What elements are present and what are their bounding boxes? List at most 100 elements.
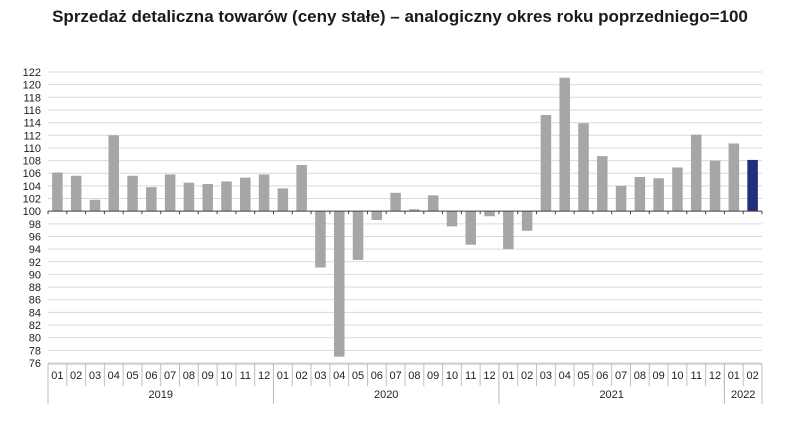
bar [164, 174, 176, 212]
y-tick-label: 122 [23, 67, 41, 79]
gridlines [48, 71, 762, 364]
y-tick-label: 90 [29, 269, 41, 281]
y-tick-label: 76 [29, 358, 41, 370]
x-tick-label: 08 [634, 370, 646, 382]
y-tick-label: 92 [29, 257, 41, 269]
bar [503, 211, 514, 250]
x-tick-label: 09 [653, 370, 665, 382]
x-tick-label: 04 [108, 370, 120, 382]
y-tick-label: 82 [29, 320, 41, 332]
y-tick-label: 96 [29, 231, 41, 243]
x-tick-label: 08 [183, 370, 195, 382]
x-tick-label: 10 [671, 370, 683, 382]
x-tick-label: 01 [277, 370, 289, 382]
x-tick-label: 02 [521, 370, 533, 382]
x-tick-label: 08 [408, 370, 420, 382]
bars [52, 77, 758, 357]
bar [240, 177, 251, 212]
y-tick-label: 110 [23, 143, 41, 155]
x-tick-label: 05 [577, 370, 589, 382]
y-tick-label: 80 [29, 333, 41, 345]
bar [559, 77, 570, 212]
bar [258, 174, 270, 212]
x-tick-label: 10 [446, 370, 458, 382]
y-tick-label: 108 [23, 156, 41, 168]
x-tick-label: 11 [691, 370, 702, 382]
y-tick-label: 104 [23, 181, 41, 193]
bar [446, 211, 458, 227]
x-tick-label: 04 [559, 370, 571, 382]
y-tick-labels: 7678808284868890929496981001021041061081… [23, 67, 41, 370]
bar [728, 143, 740, 212]
bar [371, 211, 383, 221]
bar [409, 209, 420, 212]
y-tick-label: 84 [29, 307, 41, 319]
x-tick-label: 12 [258, 370, 270, 382]
bar [709, 160, 721, 212]
bar [465, 211, 477, 245]
x-tick-label: 02 [746, 370, 758, 382]
y-tick-label: 112 [23, 130, 41, 142]
axes [47, 210, 763, 404]
bar [690, 134, 702, 212]
bar [390, 192, 401, 212]
bar [634, 177, 646, 212]
y-tick-label: 94 [29, 244, 41, 256]
bar [653, 178, 664, 212]
bar [146, 187, 157, 212]
y-tick-label: 106 [23, 168, 41, 180]
x-tick-label: 06 [145, 370, 157, 382]
x-tick-label: 01 [51, 370, 63, 382]
x-tick-label: 03 [89, 370, 101, 382]
y-tick-label: 102 [23, 194, 41, 206]
bar [615, 185, 627, 212]
x-tick-label: 10 [220, 370, 232, 382]
year-label: 2021 [599, 389, 623, 401]
bar [296, 164, 307, 212]
x-tick-label: 03 [540, 370, 552, 382]
x-tick-label: 02 [296, 370, 308, 382]
bar [352, 211, 364, 260]
x-tick-label: 07 [164, 370, 176, 382]
bar [221, 181, 232, 212]
bar [183, 182, 195, 212]
y-tick-label: 86 [29, 295, 41, 307]
x-tick-label: 12 [483, 370, 495, 382]
y-tick-label: 100 [23, 206, 41, 218]
x-tick-label: 09 [427, 370, 439, 382]
x-tick-label: 11 [240, 370, 251, 382]
bar [333, 211, 345, 357]
bar [540, 115, 552, 212]
y-tick-label: 120 [23, 80, 41, 92]
bar [315, 211, 326, 268]
x-tick-label: 01 [728, 370, 740, 382]
year-label: 2019 [148, 389, 172, 401]
y-tick-label: 118 [23, 92, 41, 104]
x-tick-label: 09 [202, 370, 214, 382]
y-tick-label: 88 [29, 282, 41, 294]
x-tick-label: 07 [615, 370, 627, 382]
bar [202, 183, 213, 212]
year-label: 2020 [374, 389, 398, 401]
bar [578, 123, 589, 212]
bar [521, 211, 533, 231]
y-tick-label: 78 [29, 345, 41, 357]
bar [672, 167, 683, 212]
y-tick-label: 116 [23, 105, 41, 117]
bar [52, 172, 63, 212]
x-tick-label: 05 [352, 370, 364, 382]
bar [597, 156, 608, 212]
x-tick-label: 11 [465, 370, 476, 382]
bar [127, 175, 138, 212]
bar [277, 188, 289, 212]
x-tick-label: 05 [126, 370, 138, 382]
bar [89, 199, 101, 212]
x-tick-label: 03 [314, 370, 326, 382]
x-tick-label: 06 [596, 370, 608, 382]
y-tick-label: 114 [23, 118, 41, 130]
bar [108, 135, 120, 212]
y-tick-label: 98 [29, 219, 41, 231]
x-tick-label: 07 [389, 370, 401, 382]
x-tick-label: 06 [371, 370, 383, 382]
